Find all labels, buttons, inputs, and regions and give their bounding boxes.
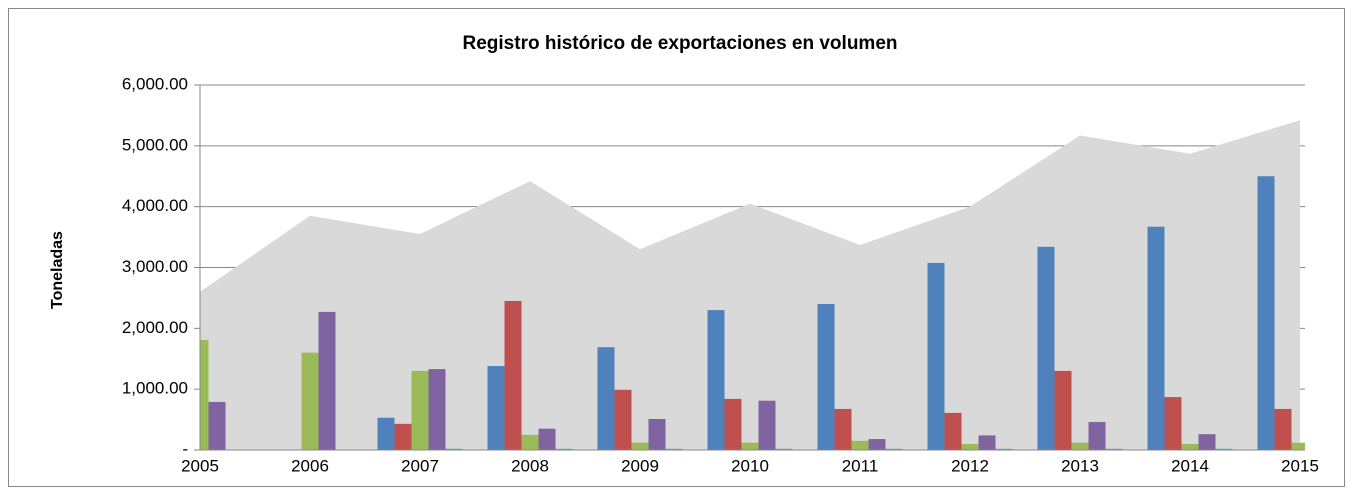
bar (1215, 448, 1233, 450)
bar (1088, 422, 1106, 450)
bar (665, 448, 683, 450)
bar (394, 423, 412, 450)
bar (707, 310, 725, 450)
bar (851, 440, 869, 450)
x-tick-label: 2012 (951, 456, 989, 475)
bar (868, 439, 886, 450)
bar (927, 262, 945, 450)
bar (377, 417, 395, 450)
bar (978, 435, 996, 450)
x-tick-label: 2005 (181, 456, 219, 475)
bar (521, 434, 539, 450)
x-tick-label: 2011 (842, 456, 879, 475)
bar (944, 412, 962, 450)
bar (741, 442, 759, 450)
bar (504, 300, 522, 450)
bar (648, 418, 666, 450)
bar (775, 448, 793, 450)
bar (1274, 408, 1292, 450)
plot-area (200, 120, 1305, 451)
bar (597, 347, 615, 450)
bar (1198, 434, 1216, 450)
bar (758, 400, 776, 450)
bar (538, 428, 556, 450)
bar (318, 311, 336, 450)
bar (1147, 226, 1165, 450)
bar (428, 369, 446, 450)
axes: - 1,000.00 2,000.00 3,000.00 4,000.00 5,000.0… (122, 74, 1319, 475)
y-tick-label: 1,000.00 (122, 379, 188, 398)
bar (1054, 370, 1072, 450)
bar (631, 442, 649, 450)
bar (961, 443, 979, 450)
x-tick-label: 2007 (401, 456, 439, 475)
bar (1257, 176, 1275, 450)
bar (445, 448, 463, 450)
bar (885, 448, 903, 450)
bar (1071, 442, 1089, 450)
bar (411, 370, 429, 450)
y-tick-label: - (182, 439, 188, 458)
y-tick-label: 6,000.00 (122, 74, 188, 93)
bar (614, 389, 632, 450)
area (200, 120, 1300, 451)
bar (487, 366, 505, 450)
bar (724, 398, 742, 450)
chart-title: Registro histórico de exportaciones en v… (463, 33, 898, 54)
y-tick-label: 2,000.00 (122, 318, 188, 337)
x-tick-label: 2006 (291, 456, 329, 475)
y-tick-label: 3,000.00 (122, 257, 188, 276)
x-tick-label: 2015 (1281, 456, 1319, 475)
bar (200, 339, 209, 450)
x-tick-label: 2008 (511, 456, 549, 475)
x-tick-label: 2010 (731, 456, 769, 475)
x-tick-label: 2009 (621, 456, 659, 475)
bar (817, 304, 835, 450)
y-tick-label: 4,000.00 (122, 196, 188, 215)
bar (834, 408, 852, 450)
x-tick-label: 2013 (1061, 456, 1099, 475)
bar (1037, 246, 1055, 450)
x-tick-label: 2014 (1171, 456, 1209, 475)
bar (1291, 442, 1305, 450)
bar (555, 448, 573, 450)
bar (1164, 397, 1182, 450)
bar (1181, 443, 1199, 450)
y-axis-label: Toneladas (49, 231, 66, 309)
bar (208, 401, 226, 450)
y-tick-label: 5,000.00 (122, 135, 188, 154)
bar (301, 352, 319, 450)
bar (995, 448, 1013, 450)
bar (1105, 448, 1123, 450)
